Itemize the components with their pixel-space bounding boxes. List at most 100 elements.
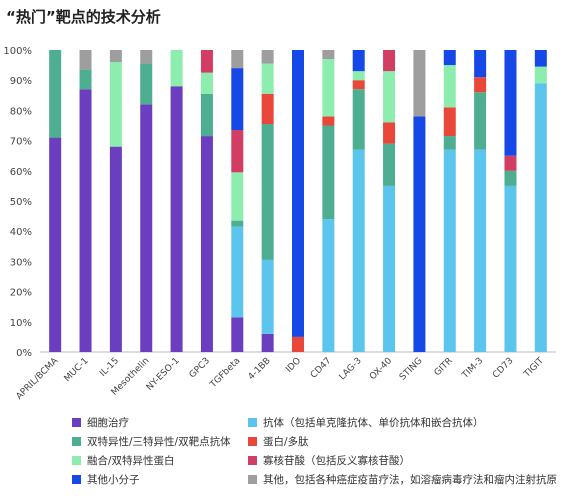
bar-segment [231, 172, 244, 221]
y-tick-label: 20% [10, 288, 32, 299]
legend-swatch [248, 474, 257, 484]
bar-segment [322, 116, 335, 126]
legend-swatch [72, 417, 81, 427]
y-tick-label: 40% [10, 227, 32, 238]
x-tick-label: TIGIT [522, 356, 547, 381]
legend-label: 寡核苷酸（包括反义寡核苷酸） [263, 454, 410, 467]
bar-segment [292, 336, 304, 352]
legend-swatch [248, 455, 257, 465]
legend-item: 其他，包括各种癌症疫苗疗法，如溶瘤病毒疗法和瘤内注射抗原 [248, 472, 562, 486]
bar-segment [443, 65, 456, 108]
bar-segment [352, 80, 365, 90]
bar-segment [534, 83, 547, 352]
chart-title: “热门”靶点的技术分析 [6, 8, 161, 26]
bar-segment [49, 137, 62, 352]
y-tick-label: 0% [16, 348, 32, 359]
legend-swatch [72, 436, 81, 446]
legend-label: 抗体（包括单克隆抗体、单价抗体和嵌合抗体） [263, 416, 484, 429]
bar-segment [79, 89, 92, 352]
x-tick-label: TGFbeta [208, 356, 243, 391]
y-tick-label: 30% [10, 257, 32, 268]
bar-segment [352, 71, 365, 81]
bar-segment [352, 50, 365, 72]
x-tick-label: 4-1BB [247, 356, 273, 382]
bar-segment [261, 93, 274, 124]
x-tick-label: TIM-3 [460, 356, 485, 381]
bar-segment [140, 63, 153, 105]
y-tick-label: 50% [10, 197, 32, 208]
legend-label: 蛋白/多肽 [263, 435, 309, 448]
bar-segment [383, 71, 396, 123]
bar-segment [261, 50, 274, 64]
bar-segment [261, 63, 274, 94]
bar-segment [231, 220, 244, 227]
bar-segment [534, 66, 547, 84]
bar-segment [474, 77, 487, 93]
bar-segment [79, 69, 92, 90]
x-tick-label: CD47 [309, 356, 334, 381]
bar-segment [231, 317, 244, 352]
bar-segment [322, 125, 335, 220]
bar-segment [200, 93, 213, 137]
y-tick-label: 70% [10, 137, 32, 148]
bar-segment [109, 146, 122, 352]
x-tick-label: GPC3 [188, 356, 212, 380]
legend-item: 细胞治疗 [72, 415, 248, 429]
x-tick-label: GITR [433, 356, 455, 378]
legend-label: 其他小分子 [87, 473, 140, 486]
bar-segment [474, 92, 487, 150]
y-tick-label: 90% [10, 76, 32, 87]
bar-segment [443, 136, 456, 150]
bar-segment [292, 50, 304, 337]
x-tick-label: STING [398, 356, 425, 383]
stacked-bar-chart: 0% 10% 20% 30% 40% 50% 60% 70% 80% 90% 100% APRIL/… [3, 46, 556, 402]
bar-segment [504, 170, 517, 186]
legend: 细胞治疗 抗体（包括单克隆抗体、单价抗体和嵌合抗体） 双特异性/三特异性/双靶点抗体… [72, 415, 562, 486]
bar-segment [383, 185, 396, 352]
legend-item: 抗体（包括单克隆抗体、单价抗体和嵌合抗体） [248, 415, 562, 429]
bar-segment [443, 107, 456, 137]
legend-swatch [72, 455, 81, 465]
y-tick-label: 100% [3, 46, 32, 57]
bar-segment [383, 143, 396, 186]
bar-segment [109, 62, 122, 147]
bar-segment [140, 104, 153, 352]
x-tick-label: MUC-1 [63, 356, 91, 384]
y-axis: 0% 10% 20% 30% 40% 50% 60% 70% 80% 90% 100% [3, 46, 556, 359]
legend-item: 其他小分子 [72, 472, 248, 486]
bar-segment [413, 116, 426, 352]
y-tick-label: 10% [10, 318, 32, 329]
bar-segment [504, 155, 517, 171]
x-tick-label: CD73 [491, 356, 516, 381]
bar-segment [322, 59, 335, 117]
bar-segment [352, 149, 365, 352]
legend-item: 双特异性/三特异性/双靶点抗体 [72, 434, 248, 448]
bar-segment [49, 50, 62, 138]
bar-segment [200, 72, 213, 94]
legend-label: 其他，包括各种癌症疫苗疗法，如溶瘤病毒疗法和瘤内注射抗原 [263, 473, 557, 486]
bar-segment [170, 50, 183, 87]
legend-swatch [248, 436, 257, 446]
bar-segment [443, 149, 456, 352]
x-tick-label: APRIL/BCMA [15, 355, 61, 401]
bar-segment [109, 50, 122, 63]
y-tick-label: 60% [10, 167, 32, 178]
legend-swatch [72, 474, 81, 484]
bar-segment [231, 50, 244, 69]
bar-segment [261, 259, 274, 334]
bar-segment [383, 122, 396, 144]
bar-segment [504, 50, 517, 156]
bar-segment [443, 50, 456, 66]
bar-segment [170, 86, 183, 353]
bar-segment [79, 50, 92, 70]
bar-segment [200, 50, 213, 73]
bar-segment [322, 219, 335, 352]
bars-group [49, 50, 547, 353]
bar-segment [383, 50, 396, 72]
legend-label: 融合/双特异性蛋白 [87, 454, 175, 467]
legend-item: 融合/双特异性蛋白 [72, 453, 248, 467]
bar-segment [140, 50, 153, 64]
bar-segment [474, 50, 487, 78]
bar-segment [261, 333, 274, 352]
